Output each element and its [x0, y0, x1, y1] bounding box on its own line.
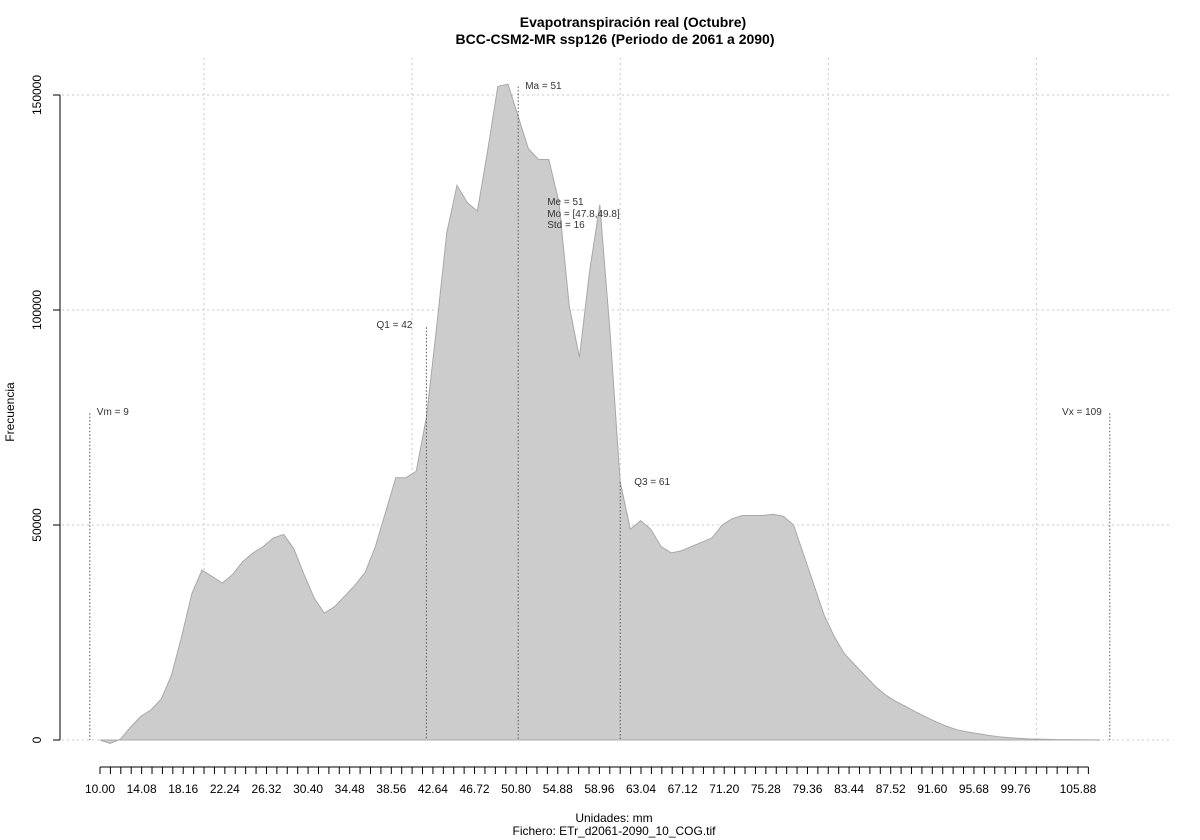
x-tick-label-17: 79.36	[792, 782, 822, 796]
x-tick-label-13: 63.04	[626, 782, 656, 796]
y-tick-label-2: 100000	[30, 290, 44, 330]
x-tick-label-8: 42.64	[418, 782, 448, 796]
annotation-label-5: Std = 16	[547, 220, 585, 231]
x-tick-label-22: 99.76	[1001, 782, 1031, 796]
annotation-label-6: Q3 = 61	[634, 477, 670, 488]
annotation-label-2: Ma = 51	[525, 81, 562, 92]
y-tick-label-1: 50000	[30, 508, 44, 542]
x-tick-label-5: 30.40	[293, 782, 323, 796]
annotation-label-4: Mo = [47.8,49.8]	[547, 209, 620, 220]
x-tick-label-18: 83.44	[834, 782, 864, 796]
x-tick-label-4: 26.32	[251, 782, 281, 796]
x-tick-label-2: 18.16	[168, 782, 198, 796]
density-area	[99, 83, 1101, 744]
x-axis-label: Unidades: mm	[575, 811, 652, 825]
x-tick-label-23: 105.88	[1060, 782, 1097, 796]
x-tick-label-14: 67.12	[668, 782, 698, 796]
x-tick-label-3: 22.24	[210, 782, 240, 796]
x-tick-label-16: 75.28	[751, 782, 781, 796]
x-tick-label-15: 71.20	[709, 782, 739, 796]
annotation-label-1: Q1 = 42	[377, 320, 413, 331]
y-tick-label-3: 150000	[30, 75, 44, 115]
x-tick-label-12: 58.96	[584, 782, 614, 796]
x-tick-label-20: 91.60	[917, 782, 947, 796]
x-tick-label-6: 34.48	[335, 782, 365, 796]
x-tick-label-19: 87.52	[876, 782, 906, 796]
x-tick-label-1: 14.08	[127, 782, 157, 796]
annotation-label-0: Vm = 9	[97, 407, 129, 418]
grid	[62, 58, 1170, 741]
density-area-path	[99, 83, 1101, 744]
y-tick-label-0: 0	[30, 736, 44, 743]
x-tick-label-7: 38.56	[376, 782, 406, 796]
chart-title: Evapotranspiración real (Octubre)	[520, 14, 746, 30]
x-tick-label-0: 10.00	[85, 782, 115, 796]
x-tick-label-9: 46.72	[460, 782, 490, 796]
x-tick-label-11: 54.88	[543, 782, 573, 796]
annotation-label-7: Vx = 109	[1062, 407, 1102, 418]
axes: 0 50000 100000 150000 10.00 14.08 18.16 22.24 26…	[30, 75, 1097, 796]
x-tick-label-21: 95.68	[959, 782, 989, 796]
annotation-label-3: Me = 51	[547, 197, 584, 208]
y-axis-label: Frecuencia	[3, 382, 17, 442]
chart-subtitle: BCC-CSM2-MR ssp126 (Periodo de 2061 a 20…	[456, 31, 775, 47]
footer-filename: Fichero: ETr_d2061-2090_10_COG.tif	[513, 824, 717, 838]
x-tick-label-10: 50.80	[501, 782, 531, 796]
